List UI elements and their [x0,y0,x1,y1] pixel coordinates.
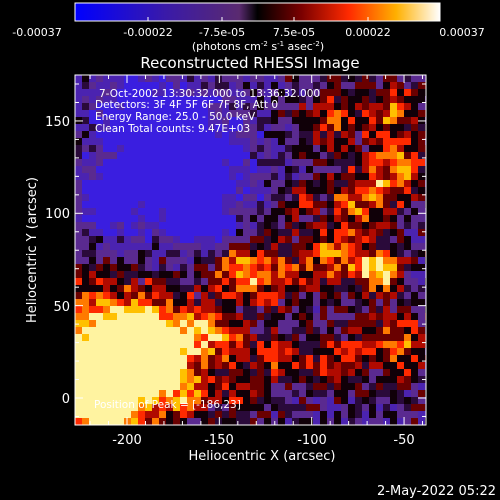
info-time-range: 7-Oct-2002 13:30:32.000 to 13:36:32.000 [99,88,320,100]
footer-timestamp: 2-May-2022 05:22 [377,484,496,499]
colorbar-tick-label: 0.00037 [439,26,485,39]
x-tick-label: -200 [112,433,142,448]
x-tick-label: -150 [204,433,234,448]
colorbar-tick-label: 7.5e-05 [273,26,315,39]
image-pixels [75,75,426,425]
peak-position-label: Position of Peak = [-186,23] [94,399,241,411]
axis-ticks [75,75,426,425]
colorbar-tick-label: 0.00022 [345,26,391,39]
y-tick-label: 150 [45,115,70,130]
colorbar-tick-label: -0.00022 [123,26,172,39]
colorbar-tick-label: -0.00037 [12,26,61,39]
image-title: Reconstructed RHESSI Image [140,54,359,72]
y-tick-label: 50 [53,300,70,315]
info-detectors: Detectors: 3F 4F 5F 6F 7F 8F, Att 0 [95,99,278,111]
colorbar-ticks [74,17,441,21]
y-tick-label: 100 [45,207,70,222]
x-axis-label: Heliocentric X (arcsec) [189,449,336,464]
info-clean-counts: Clean Total counts: 9.47E+03 [95,123,250,135]
info-energy-range: Energy Range: 25.0 - 50.0 keV [95,111,256,123]
x-tick-label: -50 [393,433,414,448]
colorbar-tick-label: -7.5e-05 [199,26,245,39]
info-block: 7-Oct-2002 13:30:32.000 to 13:36:32.000 … [95,88,320,135]
colorbar-unit-label: (photons cm-2 s-1 asec-2) [192,40,324,53]
y-tick-label: 0 [62,392,70,407]
colorbar: -0.00037 -0.00022 -7.5e-05 7.5e-05 0.000… [12,2,485,53]
x-tick-label: -100 [297,433,327,448]
rhessi-image [75,75,426,425]
y-axis-label: Heliocentric Y (arcsec) [25,177,40,323]
colorbar-gradient [74,2,441,22]
